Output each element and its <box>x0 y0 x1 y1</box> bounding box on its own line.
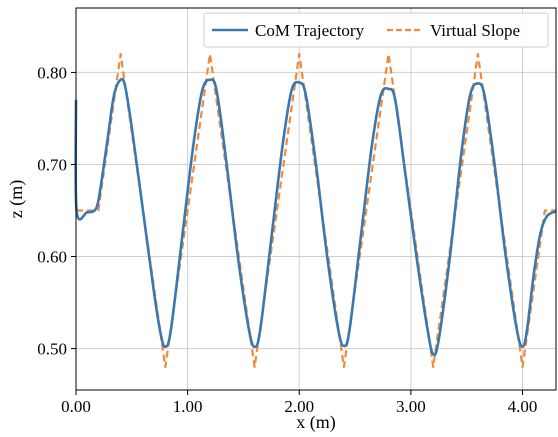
x-tick-label: 0.00 <box>61 397 91 416</box>
plot-frame <box>75 7 557 391</box>
y-tick-label: 0.70 <box>37 155 67 174</box>
y-tick-label: 0.60 <box>37 248 67 267</box>
x-tick-label: 3.00 <box>396 397 426 416</box>
y-axis-label: z (m) <box>6 180 27 218</box>
legend-label-slope: Virtual Slope <box>430 21 520 40</box>
ticks: 0.00 1.00 2.00 3.00 4.00 0.50 0.60 0.70 0.80 <box>37 63 537 416</box>
y-tick-label: 0.80 <box>37 63 67 82</box>
plot-area <box>76 8 556 390</box>
x-tick-label: 2.00 <box>284 397 314 416</box>
com-trajectory-line <box>74 77 557 357</box>
y-tick-label: 0.50 <box>37 340 67 359</box>
x-tick-label: 4.00 <box>508 397 538 416</box>
legend: CoM Trajectory Virtual Slope <box>203 12 549 48</box>
series-layer <box>74 52 557 369</box>
x-tick-label: 1.00 <box>173 397 203 416</box>
grid <box>75 8 556 390</box>
legend-label-com: CoM Trajectory <box>255 21 365 40</box>
legend-box <box>203 12 549 48</box>
x-axis-label: x (m) <box>296 412 336 433</box>
